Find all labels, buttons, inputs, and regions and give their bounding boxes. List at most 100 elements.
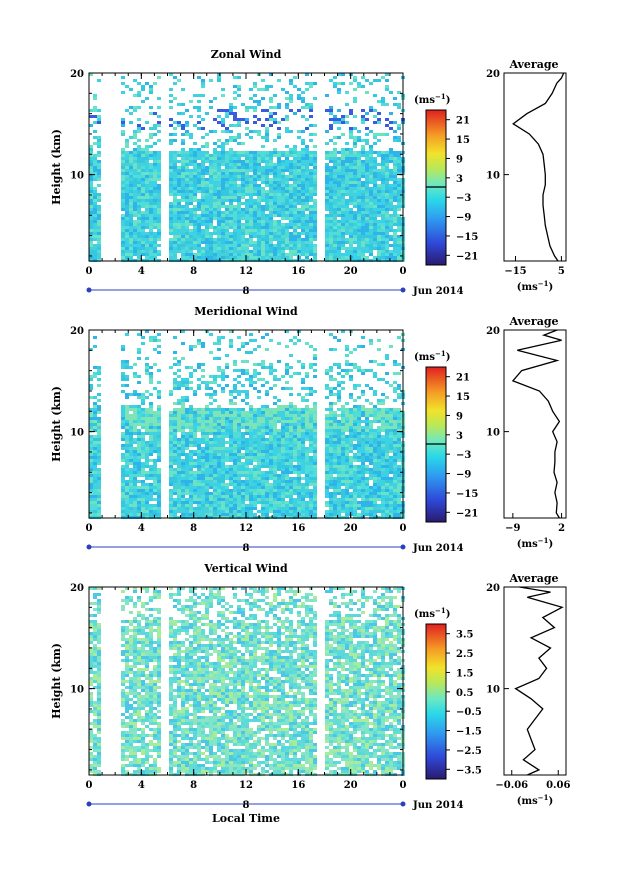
- heatmap-cell: [213, 172, 217, 175]
- heatmap-cell: [97, 498, 101, 501]
- heatmap-cell: [357, 181, 361, 184]
- heatmap-cell: [269, 474, 273, 477]
- heatmap-cell: [277, 447, 281, 450]
- heatmap-cell: [369, 106, 373, 109]
- heatmap-cell: [157, 474, 161, 477]
- heatmap-cell: [257, 483, 261, 486]
- heatmap-cell: [221, 435, 225, 438]
- heatmap-cell: [133, 477, 137, 480]
- heatmap-cell: [217, 429, 221, 432]
- colorbar-tick-label: −21: [456, 251, 478, 262]
- heatmap-cell: [361, 238, 365, 241]
- heatmap-cell: [205, 486, 209, 489]
- heatmap-cell: [189, 151, 193, 154]
- heatmap-cell: [125, 411, 129, 414]
- heatmap-cell: [145, 187, 149, 190]
- heatmap-cell: [389, 160, 393, 163]
- heatmap-cell: [153, 211, 157, 214]
- heatmap-cell: [389, 256, 393, 259]
- heatmap-cell: [149, 166, 153, 169]
- heatmap-cell: [217, 450, 221, 453]
- heatmap-cell: [261, 238, 265, 241]
- heatmap-cell: [381, 247, 385, 250]
- heatmap-cell: [257, 247, 261, 250]
- heatmap-cell: [369, 238, 373, 241]
- heatmap-cell: [97, 399, 101, 402]
- heatmap-cell: [129, 462, 133, 465]
- heatmap-cell: [181, 477, 185, 480]
- heatmap-cell: [197, 486, 201, 489]
- heatmap-cell: [229, 330, 233, 333]
- heatmap-cell: [357, 172, 361, 175]
- heatmap-cell: [193, 462, 197, 465]
- heatmap-cell: [97, 435, 101, 438]
- heatmap-cell: [149, 420, 153, 423]
- heatmap-cell: [185, 241, 189, 244]
- heatmap-cell: [297, 199, 301, 202]
- heatmap-cell: [197, 495, 201, 498]
- heatmap-cell: [221, 190, 225, 193]
- heatmap-cell: [393, 208, 397, 211]
- heatmap-cell: [193, 507, 197, 510]
- heatmap-cell: [217, 151, 221, 154]
- heatmap-cell: [257, 447, 261, 450]
- heatmap-cell: [269, 417, 273, 420]
- heatmap-cell: [177, 504, 181, 507]
- heatmap-cell: [177, 360, 181, 363]
- heatmap-cell: [217, 238, 221, 241]
- heatmap-cell: [289, 414, 293, 417]
- heatmap-cell: [289, 375, 293, 378]
- heatmap-cell: [201, 495, 205, 498]
- heatmap-cell: [249, 492, 253, 495]
- heatmap-cell: [205, 247, 209, 250]
- heatmap-cell: [309, 106, 313, 109]
- heatmap-cell: [237, 220, 241, 223]
- heatmap-cell: [341, 118, 345, 121]
- heatmap-cell: [265, 456, 269, 459]
- heatmap-cell: [137, 217, 141, 220]
- heatmap-cell: [213, 408, 217, 411]
- heatmap-cell: [257, 88, 261, 91]
- heatmap-cell: [149, 447, 153, 450]
- heatmap-cell: [265, 250, 269, 253]
- heatmap-cell: [129, 489, 133, 492]
- heatmap-cell: [229, 250, 233, 253]
- heatmap-cell: [245, 432, 249, 435]
- heatmap-cell: [245, 154, 249, 157]
- heatmap-cell: [241, 501, 245, 504]
- heatmap-cell: [221, 513, 225, 516]
- heatmap-cell: [293, 181, 297, 184]
- heatmap-cell: [149, 438, 153, 441]
- heatmap-cell: [221, 372, 225, 375]
- heatmap-cell: [145, 196, 149, 199]
- heatmap-cell: [133, 411, 137, 414]
- heatmap-cell: [293, 372, 297, 375]
- heatmap-cell: [153, 166, 157, 169]
- heatmap-cell: [177, 190, 181, 193]
- heatmap-cell: [97, 253, 101, 256]
- heatmap-cell: [369, 220, 373, 223]
- heatmap-cell: [121, 118, 125, 121]
- heatmap-cell: [217, 483, 221, 486]
- heatmap-cell: [257, 480, 261, 483]
- heatmap-cell: [169, 169, 173, 172]
- heatmap-cell: [285, 190, 289, 193]
- heatmap-cell: [177, 241, 181, 244]
- heatmap-cell: [169, 492, 173, 495]
- heatmap-cell: [97, 507, 101, 510]
- heatmap-cell: [245, 456, 249, 459]
- heatmap-cell: [361, 145, 365, 148]
- heatmap-cell: [233, 378, 237, 381]
- heatmap-cell: [89, 492, 93, 495]
- heatmap-cell: [285, 178, 289, 181]
- heatmap-cell: [177, 229, 181, 232]
- heatmap-cell: [261, 157, 265, 160]
- heatmap-cell: [365, 193, 369, 196]
- colorbar-unit: (ms−1): [414, 92, 450, 106]
- heatmap-cell: [353, 142, 357, 145]
- heatmap-cell: [353, 115, 357, 118]
- heatmap-cell: [257, 429, 261, 432]
- heatmap-cell: [197, 507, 201, 510]
- heatmap-cell: [265, 127, 269, 130]
- heatmap-cell: [169, 247, 173, 250]
